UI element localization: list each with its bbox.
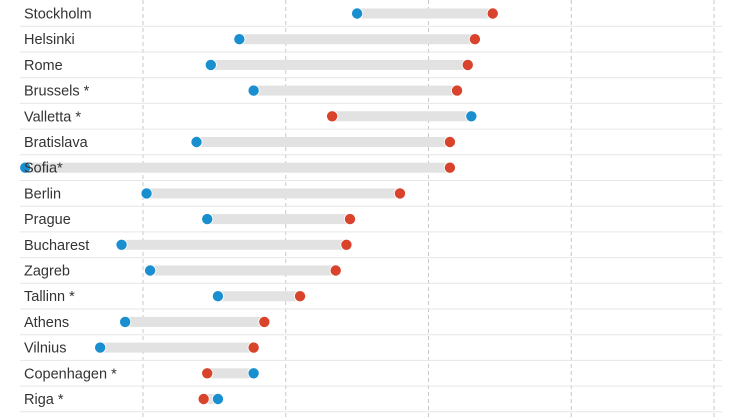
red-point: [326, 110, 339, 123]
red-point: [343, 213, 356, 226]
category-label: Athens: [24, 315, 69, 331]
category-label: Tallinn *: [24, 289, 75, 305]
connector-bar: [332, 111, 472, 122]
red-point: [451, 84, 464, 97]
category-label: Vilnius: [24, 341, 66, 357]
data-points: [19, 7, 499, 405]
category-label: Helsinki: [24, 32, 75, 48]
category-label: Stockholm: [24, 7, 92, 23]
category-label: Riga *: [24, 392, 64, 408]
category-label: Zagreb: [24, 264, 70, 280]
red-point: [201, 367, 214, 380]
red-point: [247, 341, 260, 354]
connector-bar: [146, 188, 400, 199]
blue-point: [144, 264, 157, 277]
category-label: Bucharest: [24, 238, 89, 254]
connector-bar: [357, 8, 493, 19]
blue-point: [351, 7, 364, 20]
blue-point: [247, 84, 260, 97]
connector-bar: [217, 291, 301, 302]
connector-bar: [203, 394, 218, 404]
blue-point: [211, 392, 224, 405]
blue-point: [247, 367, 260, 380]
red-point: [486, 7, 499, 20]
blue-point: [233, 33, 246, 46]
blue-point: [190, 135, 203, 148]
category-label: Rome: [24, 58, 63, 74]
connector-bar: [196, 137, 450, 147]
row-separators: [20, 25, 722, 413]
blue-point: [94, 341, 107, 354]
red-point: [197, 392, 210, 405]
connector-bar: [207, 368, 254, 379]
category-label: Sofia*: [24, 161, 63, 177]
city-labels: Stockholm Helsinki Rome Brussels * Valletta …: [24, 7, 117, 409]
blue-point: [115, 238, 128, 251]
category-label: Brussels *: [24, 84, 90, 100]
red-point: [329, 264, 342, 277]
category-label: Copenhagen *: [24, 366, 117, 382]
red-point: [393, 187, 406, 200]
connector-bar: [121, 239, 347, 250]
category-label: Valletta *: [24, 109, 81, 125]
blue-point: [119, 315, 132, 328]
red-point: [443, 135, 456, 148]
connector-bar: [253, 85, 458, 96]
blue-point: [204, 58, 217, 71]
connector-bar: [239, 34, 475, 45]
red-point: [461, 58, 474, 71]
connector-bar: [207, 214, 350, 225]
connector-bar: [125, 316, 265, 327]
blue-point: [201, 213, 214, 226]
red-point: [294, 290, 307, 303]
connector-bars: [25, 8, 493, 404]
blue-point: [140, 187, 153, 200]
red-point: [468, 33, 481, 46]
category-label: Bratislava: [24, 135, 89, 151]
red-point: [258, 315, 271, 328]
blue-point: [211, 290, 224, 303]
blue-point: [19, 161, 32, 174]
connector-bar: [150, 265, 336, 276]
connector-bar: [210, 59, 468, 70]
connector-bar: [100, 342, 254, 353]
red-point: [340, 238, 353, 251]
blue-point: [465, 110, 478, 123]
category-label: Berlin: [24, 186, 61, 202]
connector-bar: [25, 162, 450, 173]
category-label: Prague: [24, 212, 71, 228]
red-point: [443, 161, 456, 174]
